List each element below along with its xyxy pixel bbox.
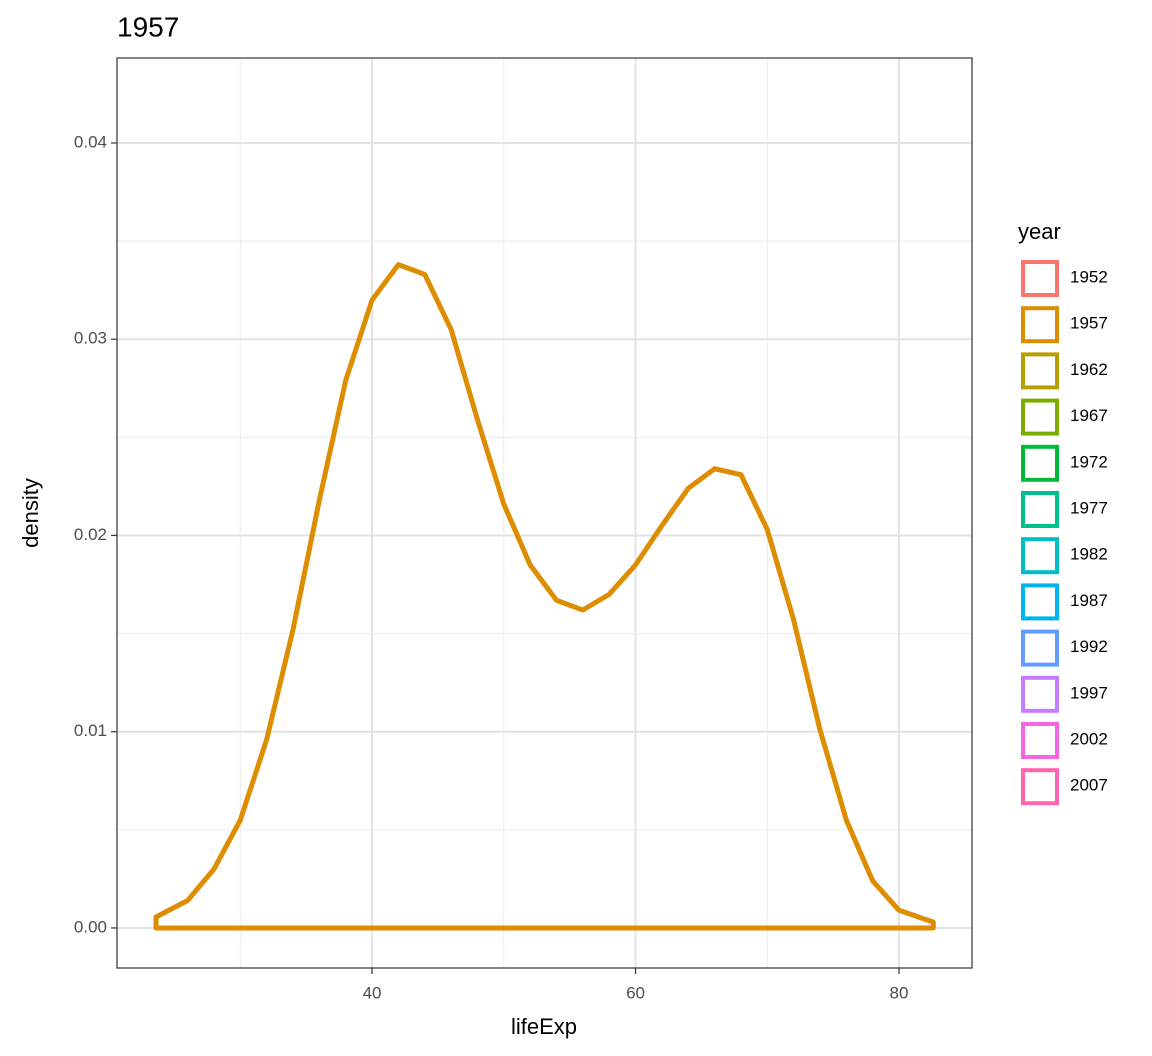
y-tick-label: 0.03 <box>74 329 107 348</box>
legend-key <box>1021 583 1059 621</box>
legend-label: 1957 <box>1070 314 1108 333</box>
legend-key <box>1021 260 1059 297</box>
legend-key <box>1021 352 1059 390</box>
legend-key <box>1021 722 1059 759</box>
legend-key <box>1021 675 1059 713</box>
legend-label: 1982 <box>1070 545 1108 564</box>
x-tick-label: 80 <box>890 983 909 1002</box>
chart-title: 1957 <box>117 11 179 42</box>
legend-label: 2007 <box>1070 776 1108 795</box>
legend-key <box>1021 629 1059 667</box>
legend-key <box>1021 444 1059 482</box>
density-baseline <box>153 916 936 931</box>
legend-label: 1992 <box>1070 637 1108 656</box>
legend-key <box>1021 768 1059 806</box>
y-tick-label: 0.01 <box>74 721 107 740</box>
legend-key <box>1021 491 1059 528</box>
panel-border <box>116 57 973 969</box>
legend-title: year <box>1018 219 1061 244</box>
y-tick-label: 0.02 <box>74 525 107 544</box>
y-tick-label: 0.00 <box>74 917 107 936</box>
legend-label: 1967 <box>1070 406 1108 425</box>
marks <box>153 262 936 931</box>
legend-label: 1962 <box>1070 360 1108 379</box>
legend-label: 1952 <box>1070 267 1108 286</box>
legend-label: 1977 <box>1070 498 1108 517</box>
legend-key <box>1021 306 1059 344</box>
y-axis-title: density <box>18 478 43 548</box>
legend-label: 1972 <box>1070 452 1108 471</box>
legend-label: 1987 <box>1070 591 1108 610</box>
x-tick-label: 40 <box>363 983 382 1002</box>
legend: 1952 1957 1962 1967 1972 1977 1982 1987 1992 1997… <box>1021 260 1108 806</box>
legend-label: 2002 <box>1070 729 1108 748</box>
legend-key <box>1021 537 1059 575</box>
density-line <box>153 262 936 925</box>
x-tick-label: 60 <box>626 983 645 1002</box>
legend-label: 1997 <box>1070 683 1108 702</box>
legend-key <box>1021 398 1059 436</box>
x-axis-title: lifeExp <box>511 1014 577 1039</box>
y-tick-label: 0.04 <box>74 132 107 151</box>
